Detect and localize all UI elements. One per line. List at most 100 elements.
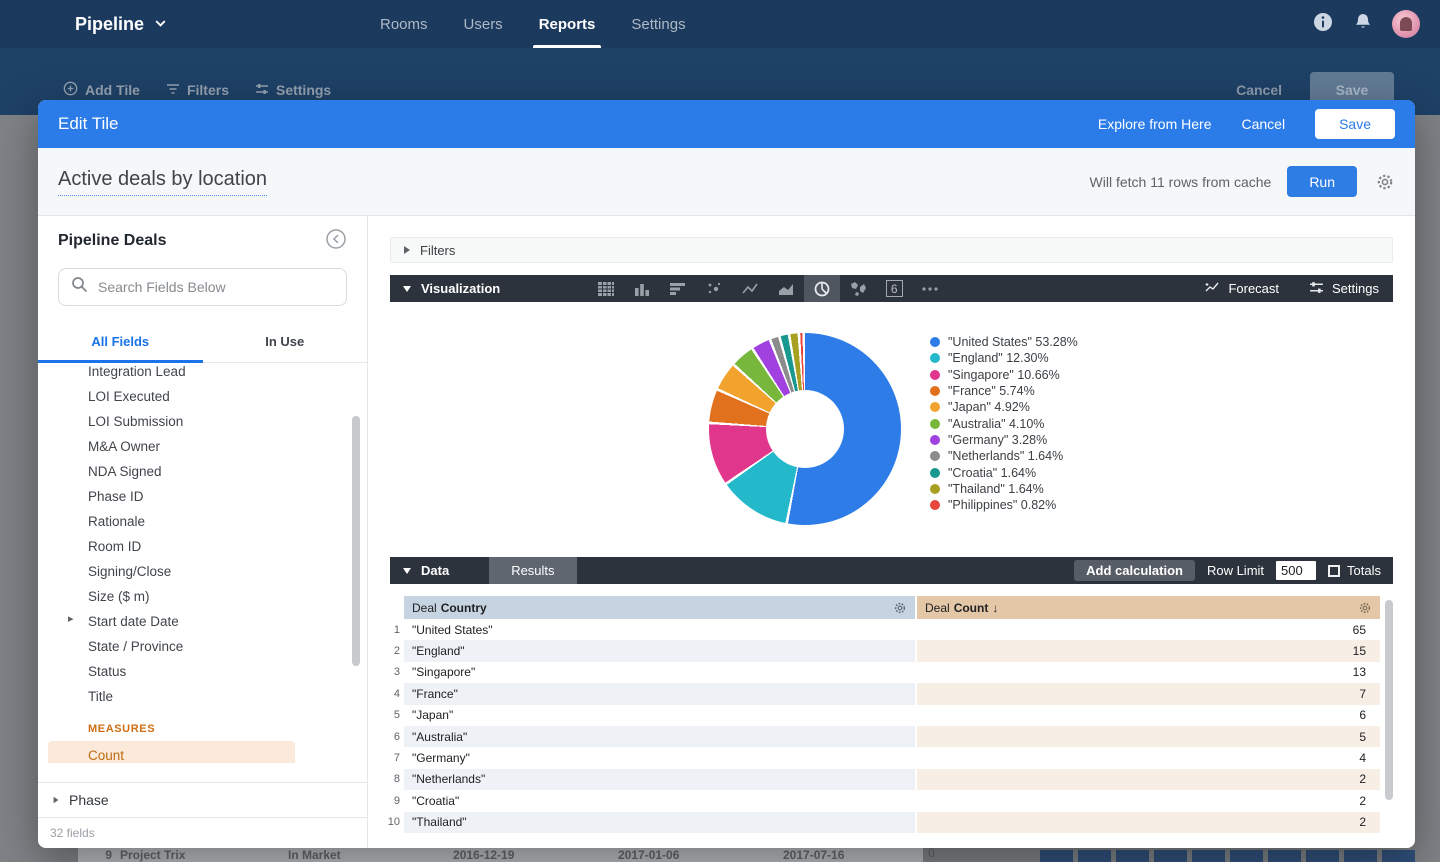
measure-count-selected[interactable]: Count (48, 741, 295, 763)
expand-arrow-icon[interactable]: ▸ (68, 613, 74, 625)
cell-deal-country[interactable]: "France" (404, 683, 915, 705)
viz-scatter-icon[interactable] (696, 275, 732, 302)
results-tab[interactable]: Results (489, 557, 577, 584)
info-icon[interactable] (1312, 11, 1334, 38)
cell-deal-count[interactable]: 6 (1359, 708, 1366, 723)
field-item[interactable]: Status (38, 659, 367, 684)
donut-chart[interactable] (709, 333, 901, 525)
collapse-arrow-icon[interactable] (403, 285, 411, 292)
legend-item[interactable]: "England" 12.30% (930, 350, 1078, 366)
cell-deal-count[interactable]: 2 (1359, 793, 1366, 808)
field-search[interactable] (58, 268, 347, 306)
cell-deal-country[interactable]: "United States" (412, 622, 493, 637)
field-item[interactable]: Phase ID (38, 484, 367, 509)
column-gear-icon[interactable] (1358, 601, 1372, 615)
legend-item[interactable]: "Netherlands" 1.64% (930, 448, 1078, 464)
field-search-input[interactable] (98, 279, 334, 295)
nav-tab-settings[interactable]: Settings (631, 15, 686, 33)
modal-cancel-button[interactable]: Cancel (1241, 116, 1286, 132)
run-button[interactable]: Run (1287, 166, 1357, 197)
row-limit-input[interactable] (1276, 561, 1317, 580)
cell-deal-country[interactable]: "Australia" (404, 725, 915, 748)
user-avatar[interactable] (1392, 10, 1420, 38)
cell-deal-count[interactable]: 65 (1352, 622, 1366, 637)
app-switcher[interactable]: Pipeline (75, 14, 167, 35)
viz-settings-button[interactable]: Settings (1309, 281, 1379, 297)
viz-more-icon[interactable] (912, 275, 948, 302)
field-item[interactable]: Integration Lead (38, 366, 367, 384)
viz-map-icon[interactable] (840, 275, 876, 302)
viz-single-value-icon[interactable]: 6 (876, 275, 912, 302)
column-gear-icon[interactable] (893, 601, 907, 615)
filters-button[interactable]: Filters (166, 82, 229, 98)
legend-item[interactable]: "Australia" 4.10% (930, 415, 1078, 431)
field-item[interactable]: ▸ Start date Date (38, 609, 367, 634)
field-item[interactable]: Signing/Close (38, 559, 367, 584)
field-item[interactable]: Room ID (38, 534, 367, 559)
forecast-button[interactable]: Forecast (1204, 280, 1279, 297)
legend-item[interactable]: "Singapore" 10.66% (930, 367, 1078, 383)
field-item[interactable]: M&A Owner (38, 434, 367, 459)
cell-deal-country[interactable]: "Germany" (412, 751, 470, 766)
cell-deal-country[interactable]: "Netherlands" (404, 768, 915, 791)
forecast-icon (1204, 280, 1220, 297)
cell-deal-country[interactable]: "Croatia" (412, 793, 460, 808)
background-cancel-button[interactable]: Cancel (1236, 82, 1282, 98)
query-gear-icon[interactable] (1375, 172, 1395, 192)
add-tile-button[interactable]: Add Tile (63, 81, 140, 99)
nav-tab-rooms[interactable]: Rooms (380, 15, 428, 33)
legend-item[interactable]: "Croatia" 1.64% (930, 464, 1078, 480)
legend-item[interactable]: "Germany" 3.28% (930, 432, 1078, 448)
cell-deal-count[interactable]: 5 (917, 725, 1380, 748)
viz-area-chart-icon[interactable] (768, 275, 804, 302)
collapse-arrow-icon[interactable] (403, 567, 411, 574)
cell-deal-country[interactable]: "Thailand" (404, 811, 915, 833)
tile-title-input[interactable]: Active deals by location (58, 168, 268, 196)
field-item[interactable]: LOI Executed (38, 384, 367, 409)
column-header-deal-country[interactable]: Deal Country (404, 596, 915, 619)
filters-section-header[interactable]: Filters (390, 237, 1393, 263)
viz-bar-chart-icon[interactable] (660, 275, 696, 302)
explore-from-here-button[interactable]: Explore from Here (1097, 116, 1212, 132)
group-phase[interactable]: Phase (38, 782, 367, 818)
legend-item[interactable]: "Thailand" 1.64% (930, 481, 1078, 497)
viz-line-chart-icon[interactable] (732, 275, 768, 302)
cell-deal-country[interactable]: "Singapore" (412, 665, 476, 680)
field-item[interactable]: Size ($ m) (38, 584, 367, 609)
totals-control[interactable]: Totals (1328, 563, 1381, 578)
collapse-sidebar-icon[interactable] (325, 228, 347, 255)
totals-checkbox[interactable] (1328, 564, 1341, 577)
field-item[interactable]: Title (38, 684, 367, 709)
cell-deal-count[interactable]: 15 (917, 640, 1380, 662)
column-header-deal-count[interactable]: Deal Count ↓ (917, 596, 1380, 619)
field-item[interactable]: LOI Submission (38, 409, 367, 434)
modal-save-button[interactable]: Save (1315, 109, 1395, 139)
legend-item[interactable]: "France" 5.74% (930, 383, 1078, 399)
settings-button[interactable]: Settings (255, 82, 331, 98)
cell-deal-count[interactable]: 4 (1359, 751, 1366, 766)
cell-deal-count[interactable]: 2 (917, 768, 1380, 791)
field-item[interactable]: Rationale (38, 509, 367, 534)
tab-in-use[interactable]: In Use (265, 333, 305, 349)
legend-item[interactable]: "Japan" 4.92% (930, 399, 1078, 415)
tab-all-fields[interactable]: All Fields (38, 320, 203, 363)
cell-deal-count[interactable]: 13 (1352, 665, 1366, 680)
nav-tab-users[interactable]: Users (463, 15, 503, 33)
cell-deal-count[interactable]: 2 (917, 811, 1380, 833)
viz-column-chart-icon[interactable] (624, 275, 660, 302)
field-item[interactable]: NDA Signed (38, 459, 367, 484)
add-calculation-button[interactable]: Add calculation (1074, 560, 1195, 581)
field-item[interactable]: State / Province (38, 634, 367, 659)
nav-tab-reports[interactable]: Reports (532, 0, 602, 48)
cell-deal-country[interactable]: "England" (404, 640, 915, 662)
notifications-bell-icon[interactable] (1352, 11, 1374, 38)
table-scrollbar[interactable] (1385, 600, 1393, 800)
sidebar-scrollbar[interactable] (352, 416, 360, 666)
legend-label: "Thailand" 1.64% (948, 481, 1044, 496)
cell-deal-count[interactable]: 7 (917, 683, 1380, 705)
cell-deal-country[interactable]: "Japan" (412, 708, 454, 723)
legend-item[interactable]: "United States" 53.28% (930, 334, 1078, 350)
legend-item[interactable]: "Philippines" 0.82% (930, 497, 1078, 513)
viz-pie-chart-icon[interactable] (804, 275, 841, 302)
viz-table-icon[interactable] (588, 275, 624, 302)
